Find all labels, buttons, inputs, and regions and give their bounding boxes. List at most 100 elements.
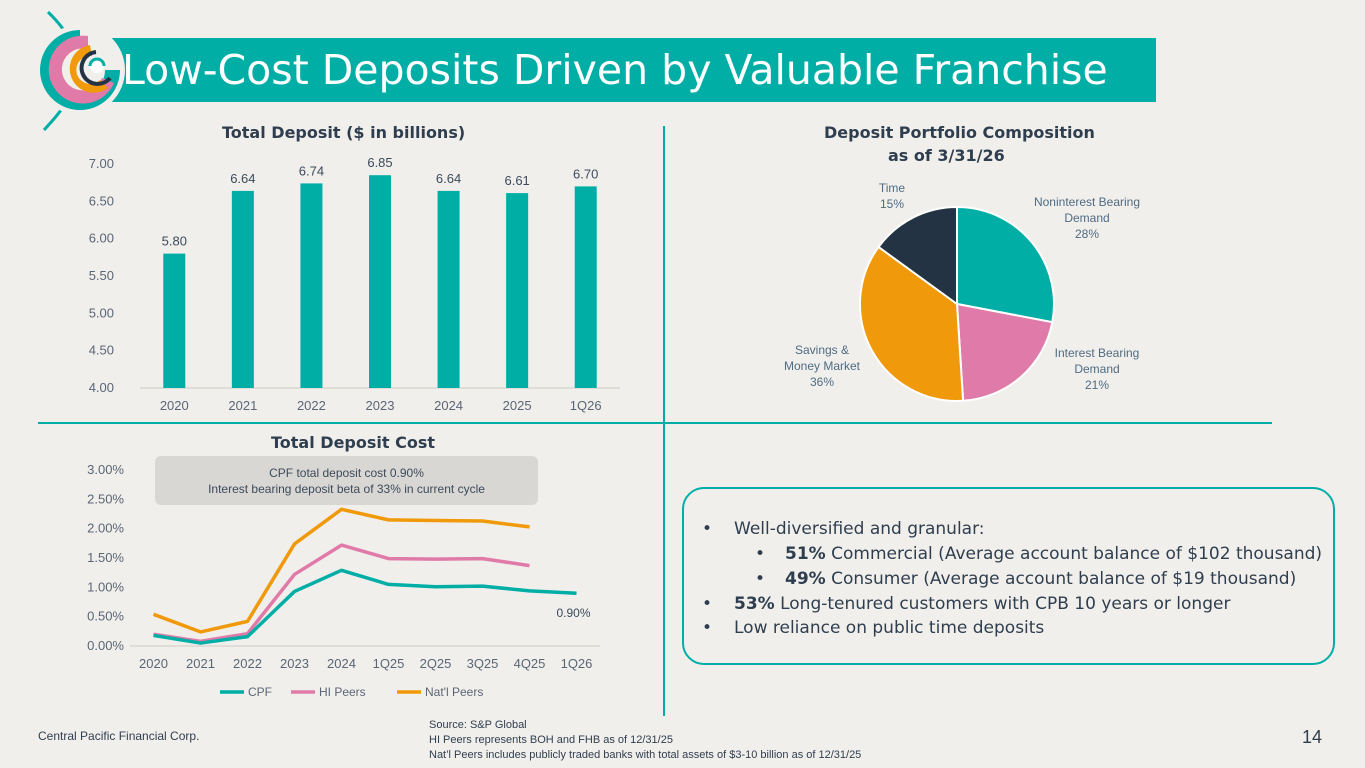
bullet-marker: • — [702, 594, 713, 614]
x-tick-label: 4Q25 — [514, 656, 546, 671]
pie-slice — [877, 205, 958, 306]
y-tick-label: 0.50% — [87, 609, 124, 624]
series-line-cpf — [153, 568, 577, 645]
source-line-1: Source: S&P Global — [429, 719, 527, 731]
y-tick-label: 6.50 — [89, 193, 114, 208]
pie-chart-subtitle: as of 3/31/26 — [888, 146, 1005, 165]
x-tick-label: 1Q26 — [561, 656, 593, 671]
bar-chart-title: Total Deposit ($ in billions) — [222, 123, 466, 142]
bullet-public-deposits: Low reliance on public time deposits — [734, 618, 1045, 638]
y-tick-label: 2.00% — [87, 521, 124, 536]
bullet-diversified-text: Well-diversified and granular: — [734, 519, 985, 539]
x-tick-label: 2022 — [297, 398, 326, 413]
legend-label: HI Peers — [319, 685, 366, 699]
callout-line-1: CPF total deposit cost 0.90% — [269, 466, 424, 480]
x-tick-label: 2024 — [327, 656, 356, 671]
x-tick-label: 1Q25 — [373, 656, 405, 671]
x-tick-label: 2021 — [186, 656, 215, 671]
y-tick-label: 1.00% — [87, 579, 124, 594]
x-tick-label: 2022 — [233, 656, 262, 671]
x-tick-label: 2020 — [139, 656, 168, 671]
x-tick-label: 2021 — [228, 398, 257, 413]
x-tick-label: 2Q25 — [420, 656, 452, 671]
sub-bullet-commercial: 51% Commercial (Average account balance … — [785, 544, 1322, 564]
commercial-text: Commercial (Average account balance of $… — [825, 544, 1323, 564]
bar-2024 — [437, 190, 460, 388]
x-tick-label: 2020 — [160, 398, 189, 413]
x-tick-label: 3Q25 — [467, 656, 499, 671]
bar-value-label: 6.74 — [299, 163, 324, 178]
page-title: Low-Cost Deposits Driven by Valuable Fra… — [122, 46, 1108, 94]
bar-2021 — [231, 190, 254, 388]
callout-line-2: Interest bearing deposit beta of 33% in … — [208, 482, 485, 496]
bullet-long-tenured: 53% Long-tenured customers with CPB 10 y… — [734, 594, 1230, 614]
bullet-marker: • — [755, 569, 766, 589]
bar-value-label: 6.64 — [436, 171, 461, 186]
y-tick-label: 5.50 — [89, 268, 114, 283]
pie-slice — [859, 245, 965, 402]
bar-1q26 — [574, 186, 597, 388]
pie-slice — [955, 302, 1054, 402]
pie-slice-label: Time — [879, 181, 906, 195]
y-tick-label: 6.00 — [89, 231, 114, 246]
pie-percent-label: 15% — [880, 197, 904, 211]
company-name: Central Pacific Financial Corp. — [38, 729, 200, 743]
deposit-composition-pie-chart: Noninterest Bearing Demand 28% Interest Bea… — [784, 181, 1140, 402]
pie-slice-label: Demand — [1074, 362, 1119, 376]
long-tenured-percent: 53% — [734, 594, 775, 614]
total-deposit-bar-chart: 4.00 4.50 5.00 5.50 6.00 6.50 7.00 5.80 2020 6.64… — [89, 155, 620, 413]
bullet-marker: • — [755, 544, 766, 564]
bar-value-label: 5.80 — [162, 234, 187, 249]
y-tick-label: 7.00 — [89, 156, 114, 171]
bar-2025 — [506, 193, 529, 388]
pie-slice-label: Interest Bearing — [1055, 346, 1140, 360]
bar-value-label: 6.61 — [504, 173, 529, 188]
legend-label: CPF — [248, 685, 272, 699]
line-chart-title: Total Deposit Cost — [271, 433, 435, 452]
bar-2020 — [163, 253, 186, 388]
commercial-percent: 51% — [785, 544, 826, 564]
long-tenured-text: Long-tenured customers with CPB 10 years… — [774, 594, 1231, 614]
page-number: 14 — [1302, 727, 1323, 747]
pie-percent-label: 21% — [1085, 378, 1109, 392]
y-tick-label: 5.00 — [89, 305, 114, 320]
pie-slice — [956, 205, 1055, 324]
y-tick-label: 1.50% — [87, 550, 124, 565]
bar-2022 — [300, 183, 323, 388]
consumer-percent: 49% — [785, 569, 826, 589]
y-tick-label: 4.00 — [89, 380, 114, 395]
cpf-latest-value-label: 0.90% — [556, 606, 590, 620]
y-tick-label: 0.00% — [87, 638, 124, 653]
source-line-3: Nat’l Peers includes publicly traded ban… — [429, 749, 862, 761]
bar-value-label: 6.64 — [230, 171, 255, 186]
source-notes: Source: S&P Global HI Peers represents B… — [429, 718, 861, 763]
bar-value-label: 6.85 — [367, 155, 392, 170]
x-tick-label: 2023 — [280, 656, 309, 671]
bullet-diversified: Well-diversified and granular: — [734, 519, 985, 539]
pie-percent-label: 36% — [810, 375, 834, 389]
pie-slice-label: Money Market — [784, 359, 861, 373]
pie-slice-label: Savings & — [795, 343, 849, 357]
y-tick-label: 4.50 — [89, 343, 114, 358]
bullet-marker: • — [702, 618, 713, 638]
deposit-cost-callout: CPF total deposit cost 0.90% Interest be… — [155, 456, 538, 505]
title-bar — [100, 38, 1156, 102]
bar-value-label: 6.70 — [573, 166, 598, 181]
x-tick-label: 1Q26 — [570, 398, 602, 413]
series-line-nat-l-peers — [152, 507, 530, 634]
total-deposit-cost-line-chart: 0.00% 0.50% 1.00% 1.50% 2.00% 2.50% 3.00% 2020 2… — [87, 462, 600, 699]
pie-percent-label: 28% — [1075, 227, 1099, 241]
y-tick-label: 2.50% — [87, 491, 124, 506]
bar-2023 — [369, 175, 391, 388]
consumer-text: Consumer (Average account balance of $19… — [825, 569, 1297, 589]
x-tick-label: 2025 — [503, 398, 532, 413]
source-line-2: HI Peers represents BOH and FHB as of 12… — [429, 734, 673, 746]
pie-chart-title: Deposit Portfolio Composition — [824, 123, 1095, 142]
x-tick-label: 2023 — [366, 398, 395, 413]
vertical-divider — [663, 126, 665, 716]
legend-label: Nat'l Peers — [425, 685, 483, 699]
series-line-hi-peers — [153, 543, 530, 644]
company-logo — [35, 10, 125, 132]
sub-bullet-consumer: 49% Consumer (Average account balance of… — [785, 569, 1296, 589]
highlights-box — [682, 487, 1335, 665]
